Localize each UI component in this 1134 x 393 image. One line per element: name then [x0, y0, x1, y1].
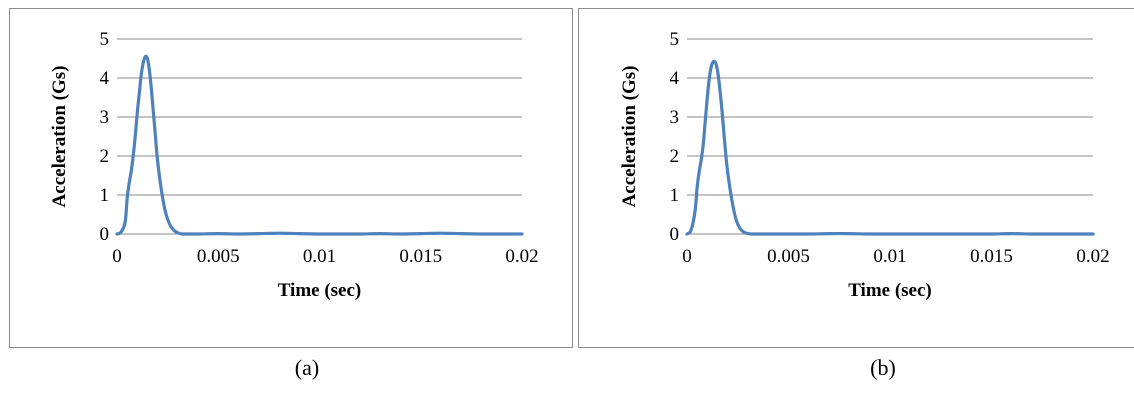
x-tick-label: 0.015: [970, 246, 1013, 267]
x-tick-label: 0.005: [767, 246, 810, 267]
series-line: [115, 54, 524, 236]
x-tick-label: 0.01: [873, 246, 906, 267]
y-axis-title: Acceleration (Gs): [49, 66, 70, 208]
x-tick-label: 0.02: [505, 246, 538, 267]
y-tick-label: 4: [100, 68, 110, 89]
series-line: [685, 59, 1095, 236]
y-axis-title: Acceleration (Gs): [619, 66, 640, 208]
y-tick-label: 3: [100, 107, 110, 128]
x-tick-label: 0.02: [1076, 246, 1109, 267]
y-tick-label: 2: [100, 146, 110, 167]
x-tick-label: 0.01: [303, 246, 336, 267]
chart-panel-b: 0 1 2 3 4 5 0 0.005 0.01 0.015 0.02 Time (sec) Accel…: [578, 8, 1134, 348]
y-tick-label: 5: [670, 29, 680, 50]
y-tick-label: 0: [670, 224, 680, 245]
x-tick-label: 0: [112, 246, 122, 267]
y-tick-label: 1: [670, 185, 680, 206]
y-tick-label: 0: [100, 224, 110, 245]
caption-b: (b): [870, 355, 896, 380]
x-tick-label: 0.015: [399, 246, 442, 267]
y-tick-label: 3: [670, 107, 680, 128]
x-tick-label: 0: [682, 246, 692, 267]
chart-a-svg: 0 1 2 3 4 5 0 0.005 0.01 0.015 0.02 Time (sec) Accel…: [49, 29, 539, 301]
y-tick-label: 5: [100, 29, 110, 50]
x-axis-title: Time (sec): [278, 280, 362, 301]
chart-b-svg: 0 1 2 3 4 5 0 0.005 0.01 0.015 0.02 Time (sec) Accel…: [619, 29, 1110, 301]
x-tick-label: 0.005: [197, 246, 240, 267]
chart-panel-a: 0 1 2 3 4 5 0 0.005 0.01 0.015 0.02 Time (sec) Accel…: [9, 8, 573, 348]
caption-a: (a): [294, 355, 320, 380]
y-tick-label: 4: [670, 68, 680, 89]
y-tick-label: 1: [100, 185, 110, 206]
x-axis-title: Time (sec): [848, 280, 932, 301]
y-tick-label: 2: [670, 146, 680, 167]
